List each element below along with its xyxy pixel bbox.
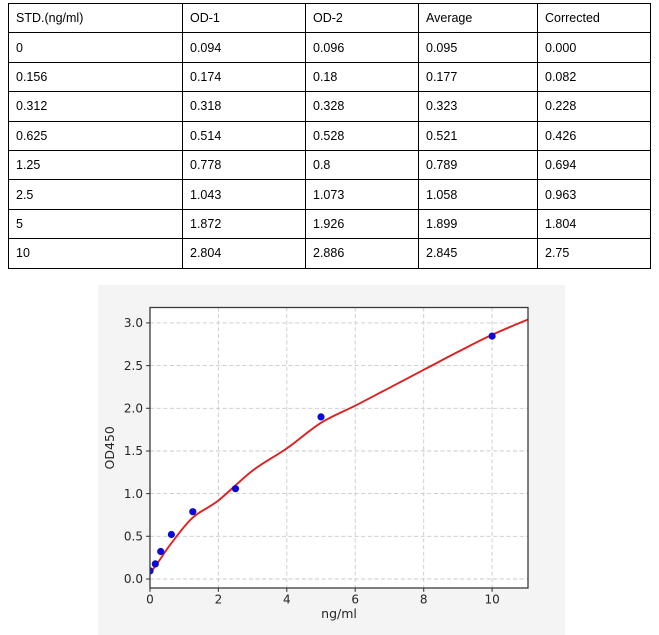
y-tick-label: 0.5 — [124, 530, 143, 544]
column-header: OD-1 — [182, 2, 306, 34]
x-tick-label: 4 — [283, 593, 291, 607]
column-header: Corrected — [537, 2, 651, 34]
table-cell: 0.156 — [8, 61, 183, 93]
x-axis-ticks — [149, 588, 493, 592]
table-body: 0 0.094 0.096 0.095 0.000 0.156 0.174 0.18 0.177… — [8, 32, 651, 269]
table-cell: 5 — [8, 208, 183, 240]
y-axis-label: OD450 — [102, 426, 117, 469]
standards-table: STD.(ng/ml) OD-1 OD-2 Average Corrected 0 0.0… — [8, 2, 651, 269]
x-tick-label: 8 — [420, 593, 428, 607]
table-cell: 0.000 — [537, 32, 651, 63]
standard-curve-figure: 0 2 4 6 8 10 0.0 0.5 1.0 1.5 2.0 2.5 3.0 ng/ml OD450 — [98, 285, 565, 635]
data-points — [150, 332, 496, 575]
table-cell: 0.18 — [305, 61, 419, 93]
data-point — [157, 547, 165, 556]
standard-curve-chart: 0 2 4 6 8 10 0.0 0.5 1.0 1.5 2.0 2.5 3.0 ng/ml OD450 — [102, 306, 529, 621]
y-axis-ticks — [146, 322, 150, 580]
plot-border — [149, 306, 529, 589]
table-row: 5 1.872 1.926 1.899 1.804 — [8, 208, 651, 240]
table-cell: 0.789 — [418, 149, 538, 181]
data-point — [231, 485, 240, 493]
table-cell: 0.963 — [537, 179, 651, 210]
table-cell: 1.25 — [8, 149, 183, 181]
y-tick-label: 0.0 — [124, 572, 143, 586]
x-tick-label: 10 — [484, 593, 499, 607]
data-point — [150, 567, 154, 575]
table-cell: 0.228 — [537, 91, 651, 122]
data-point — [317, 413, 325, 421]
table-cell: 0.521 — [418, 120, 538, 151]
table-row: 10 2.804 2.886 2.845 2.75 — [8, 238, 651, 269]
y-tick-label: 1.0 — [124, 487, 143, 501]
y-tick-label: 1.5 — [124, 444, 143, 458]
table-cell: 0.082 — [537, 61, 651, 93]
data-point — [167, 530, 175, 539]
table-cell: 1.926 — [305, 208, 419, 240]
table-cell: 1.058 — [418, 179, 538, 210]
table-cell: 0.328 — [305, 91, 419, 122]
x-tick-label: 6 — [351, 593, 359, 607]
grid-lines — [150, 307, 528, 588]
data-point — [151, 560, 159, 568]
table-cell: 0.094 — [182, 32, 306, 63]
x-axis-label: ng/ml — [321, 606, 357, 621]
table-cell: 0.174 — [182, 61, 306, 93]
column-header: Average — [418, 2, 538, 34]
table-cell: 0.778 — [182, 149, 306, 181]
table-cell: 0.8 — [305, 149, 419, 181]
column-header: OD-2 — [305, 2, 419, 34]
table-cell: 1.899 — [418, 208, 538, 240]
data-point — [189, 508, 197, 516]
y-tick-label: 2.5 — [124, 359, 143, 373]
table-cell: 2.804 — [182, 238, 306, 269]
table-cell: 0.095 — [418, 32, 538, 63]
table-cell: 0.096 — [305, 32, 419, 63]
table-cell: 0.528 — [305, 120, 419, 151]
table-cell: 2.75 — [537, 238, 651, 269]
table-row: 1.25 0.778 0.8 0.789 0.694 — [8, 149, 651, 181]
table-cell: 2.5 — [8, 179, 183, 210]
table-cell: 2.886 — [305, 238, 419, 269]
table-cell: 1.043 — [182, 179, 306, 210]
table-header-row: STD.(ng/ml) OD-1 OD-2 Average Corrected — [8, 2, 651, 34]
table-row: 0 0.094 0.096 0.095 0.000 — [8, 32, 651, 63]
table-cell: 1.073 — [305, 179, 419, 210]
table-cell: 1.872 — [182, 208, 306, 240]
table-cell: 0.514 — [182, 120, 306, 151]
y-tick-label: 2.0 — [124, 402, 143, 416]
y-tick-label: 3.0 — [124, 316, 143, 330]
table-row: 2.5 1.043 1.073 1.058 0.963 — [8, 179, 651, 210]
x-tick-label: 0 — [146, 593, 154, 607]
table-cell: 0.177 — [418, 61, 538, 93]
table-row: 0.156 0.174 0.18 0.177 0.082 — [8, 61, 651, 93]
plot-area — [150, 307, 528, 588]
table-cell: 0.312 — [8, 91, 183, 122]
table-row: 0.625 0.514 0.528 0.521 0.426 — [8, 120, 651, 151]
fit-curve-line — [150, 318, 528, 574]
table-cell: 0.318 — [182, 91, 306, 122]
data-point — [488, 332, 496, 340]
table-cell: 1.804 — [537, 208, 651, 240]
table-cell: 10 — [8, 238, 183, 269]
column-header: STD.(ng/ml) — [8, 2, 183, 34]
table-cell: 0.426 — [537, 120, 651, 151]
x-tick-label: 2 — [215, 593, 223, 607]
table-row: 0.312 0.318 0.328 0.323 0.228 — [8, 91, 651, 122]
table-cell: 0.625 — [8, 120, 183, 151]
table-cell: 0.323 — [418, 91, 538, 122]
table-cell: 0 — [8, 32, 183, 63]
table-cell: 2.845 — [418, 238, 538, 269]
table-cell: 0.694 — [537, 149, 651, 181]
